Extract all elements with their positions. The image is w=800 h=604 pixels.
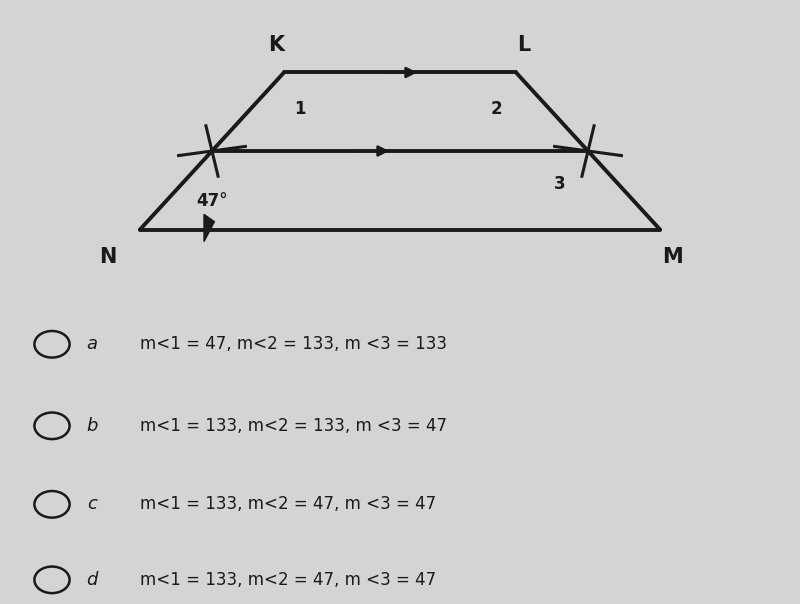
Text: K: K xyxy=(268,35,284,56)
Text: N: N xyxy=(99,246,117,267)
Text: c: c xyxy=(87,495,97,513)
Polygon shape xyxy=(204,214,214,242)
Text: 1: 1 xyxy=(294,100,306,118)
Text: a: a xyxy=(86,335,98,353)
Text: m<1 = 133, m<2 = 133, m <3 = 47: m<1 = 133, m<2 = 133, m <3 = 47 xyxy=(140,417,447,435)
Text: m<1 = 47, m<2 = 133, m <3 = 133: m<1 = 47, m<2 = 133, m <3 = 133 xyxy=(140,335,447,353)
Text: d: d xyxy=(86,571,98,589)
Text: 47°: 47° xyxy=(196,191,228,210)
Text: L: L xyxy=(518,35,530,56)
Text: 3: 3 xyxy=(554,175,566,193)
Text: m<1 = 133, m<2 = 47, m <3 = 47: m<1 = 133, m<2 = 47, m <3 = 47 xyxy=(140,571,436,589)
Text: b: b xyxy=(86,417,98,435)
Text: m<1 = 133, m<2 = 47, m <3 = 47: m<1 = 133, m<2 = 47, m <3 = 47 xyxy=(140,495,436,513)
Text: M: M xyxy=(662,246,682,267)
Text: 2: 2 xyxy=(490,100,502,118)
